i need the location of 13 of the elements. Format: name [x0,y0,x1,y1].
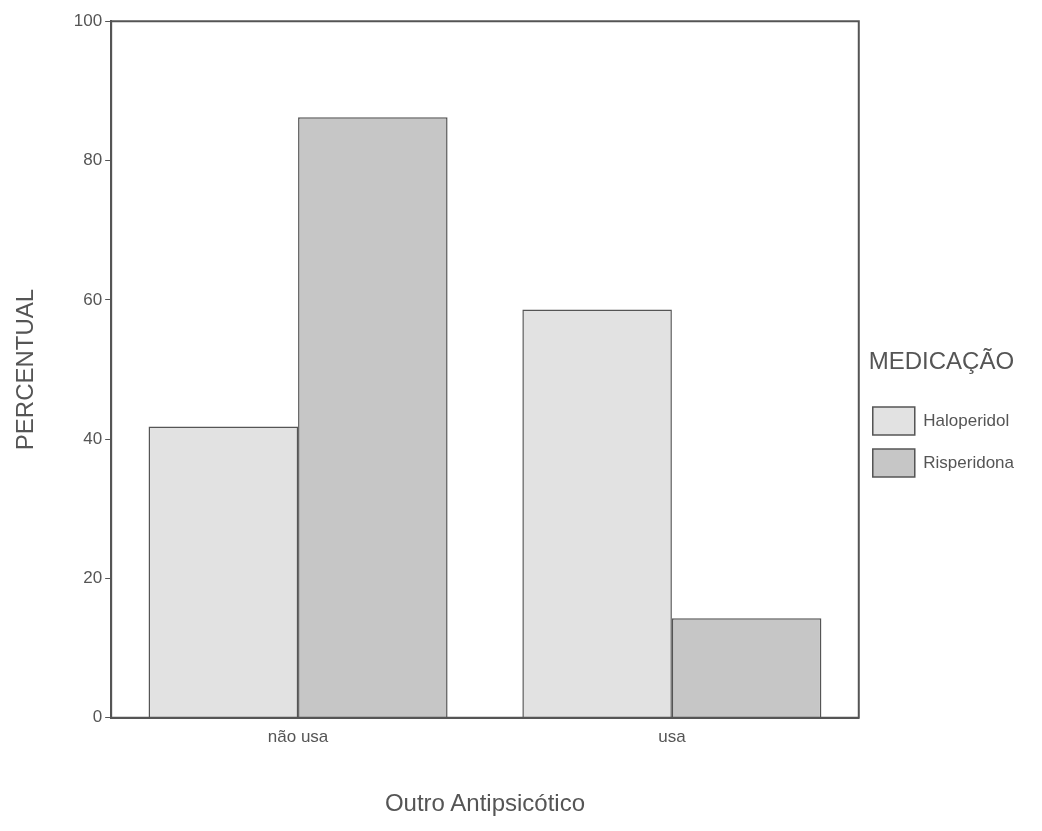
y-tick-label: 0 [92,707,103,727]
legend-label: Risperidona [923,452,1015,472]
y-tick-label: 100 [73,10,103,30]
y-tick-label: 60 [83,289,103,309]
legend-label: Haloperidol [923,410,1010,430]
y-tick-label: 20 [83,568,103,588]
x-tick-label: usa [658,726,687,746]
y-axis-title: PERCENTUAL [11,288,39,451]
x-axis-title: Outro Antipsicótico [384,789,586,817]
legend-title: MEDICAÇÃO [868,346,1015,374]
y-tick-label: 80 [83,150,103,170]
x-tick-label: não usa [267,726,329,746]
y-tick-label: 40 [83,428,103,448]
